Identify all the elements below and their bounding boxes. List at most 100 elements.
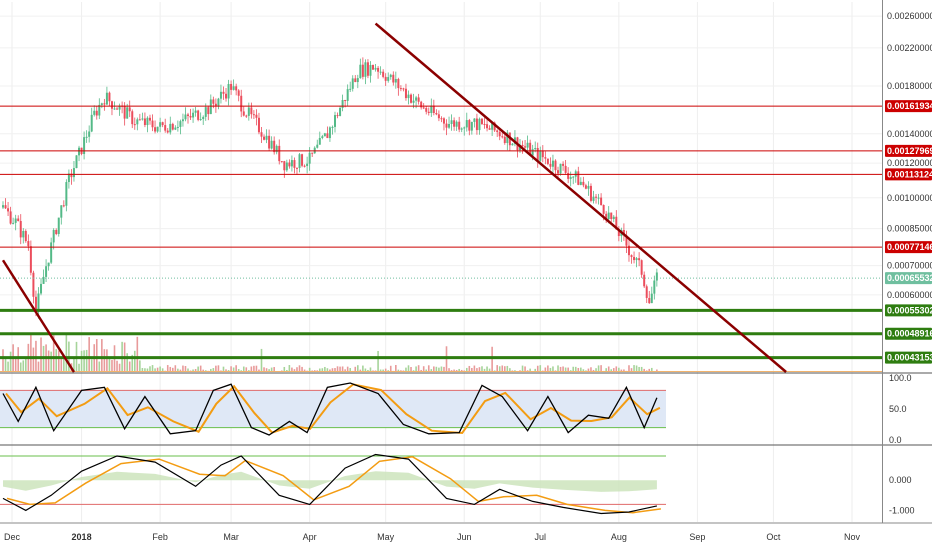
candle-body — [607, 212, 610, 219]
volume-bar — [139, 360, 141, 372]
time-axis-label: 2018 — [72, 532, 92, 542]
candle-body — [450, 120, 453, 124]
volume-bar — [197, 366, 199, 372]
candle-body — [17, 218, 20, 221]
candle-body — [630, 255, 633, 257]
volume-bar — [407, 365, 410, 372]
volume-bar — [628, 365, 630, 372]
volume-bar — [448, 368, 450, 372]
volume-bar — [9, 351, 12, 372]
candle-body — [496, 130, 499, 133]
volume-bar — [85, 349, 88, 372]
candle-body — [311, 152, 314, 154]
candle-body — [460, 128, 463, 130]
candle-body — [219, 91, 222, 99]
candle-body — [255, 114, 258, 118]
candle-body — [192, 112, 195, 118]
candle-body — [605, 213, 608, 219]
volume-bar — [483, 368, 486, 372]
price-axis-label: 0.00060000 — [887, 290, 932, 300]
candle-body — [83, 137, 86, 155]
volume-bar — [597, 365, 600, 372]
candle-body — [453, 120, 456, 127]
candle-body — [40, 283, 43, 294]
stoch-axis-label: 100.0 — [889, 373, 912, 383]
price-level-badge — [885, 304, 932, 317]
candle-body — [181, 119, 184, 122]
volume-bar — [544, 367, 547, 372]
candle-body — [625, 235, 628, 246]
volume-bar — [427, 365, 430, 372]
volume-bar — [605, 368, 607, 372]
price-axis-label: 0.00100000 — [887, 193, 932, 203]
volume-bar — [417, 365, 420, 372]
candle-body — [263, 136, 266, 140]
stoch-k-line — [2, 382, 658, 436]
volume-bar — [25, 358, 27, 372]
volume-bar — [564, 367, 567, 372]
candle-body — [430, 105, 433, 113]
volume-bar — [486, 366, 488, 372]
candle-body — [361, 64, 364, 77]
volume-bar — [133, 350, 136, 372]
trendline[interactable] — [1, 259, 76, 373]
candle-body — [126, 107, 129, 119]
volume-bar — [298, 365, 301, 372]
candle-body — [356, 78, 359, 83]
candle-body — [595, 196, 598, 198]
volume-bar — [478, 367, 481, 372]
volume-bar — [212, 368, 215, 372]
candle-body — [440, 118, 443, 120]
candle-body — [47, 262, 50, 267]
volume-bar — [498, 366, 501, 372]
candle-body — [470, 121, 473, 131]
candle-body — [232, 86, 235, 90]
candle-body — [463, 127, 466, 129]
volume-bar — [430, 369, 433, 372]
volume-bar — [473, 365, 476, 372]
candle-body — [34, 296, 37, 312]
candle-body — [372, 64, 375, 70]
volume-bar — [534, 368, 537, 372]
volume-bar — [465, 367, 468, 372]
candle-body — [610, 212, 613, 220]
volume-bar — [161, 368, 164, 372]
price-level-badge — [885, 241, 932, 254]
time-axis-label: Sep — [689, 532, 705, 542]
osc-histogram — [3, 471, 657, 492]
volume-bar — [141, 368, 144, 372]
candle-body — [333, 115, 336, 127]
time-axis-label: Oct — [766, 532, 781, 542]
candle-body — [643, 274, 646, 287]
volume-bar — [440, 366, 443, 372]
time-axis-label: Apr — [303, 532, 317, 542]
candle-body — [245, 115, 248, 117]
volume-bar — [595, 368, 597, 372]
candle-body — [184, 114, 187, 120]
osc-signal-line — [6, 456, 662, 514]
volume-bar — [529, 368, 531, 372]
volume-bar — [574, 366, 577, 372]
candle-body — [480, 118, 483, 124]
volume-bar — [389, 365, 392, 372]
candle-body — [306, 163, 309, 167]
price-axis-label: 0.00140000 — [887, 129, 932, 139]
candle-body — [622, 230, 625, 236]
price-level-badge — [885, 272, 932, 285]
price-axis-label: 0.00120000 — [887, 158, 932, 168]
candle-body — [98, 104, 101, 116]
volume-bar — [367, 369, 369, 372]
candle-body — [493, 122, 496, 131]
candle-body — [589, 185, 592, 201]
trendline[interactable] — [374, 22, 787, 373]
volume-bar — [567, 367, 569, 372]
candle-body — [131, 111, 134, 125]
candle-body — [402, 88, 405, 90]
volume-bar — [19, 362, 22, 372]
candle-body — [321, 136, 324, 139]
volume-bar — [2, 349, 4, 372]
volume-bar — [222, 366, 225, 372]
candle-body — [280, 161, 283, 163]
candle-body — [75, 155, 78, 169]
